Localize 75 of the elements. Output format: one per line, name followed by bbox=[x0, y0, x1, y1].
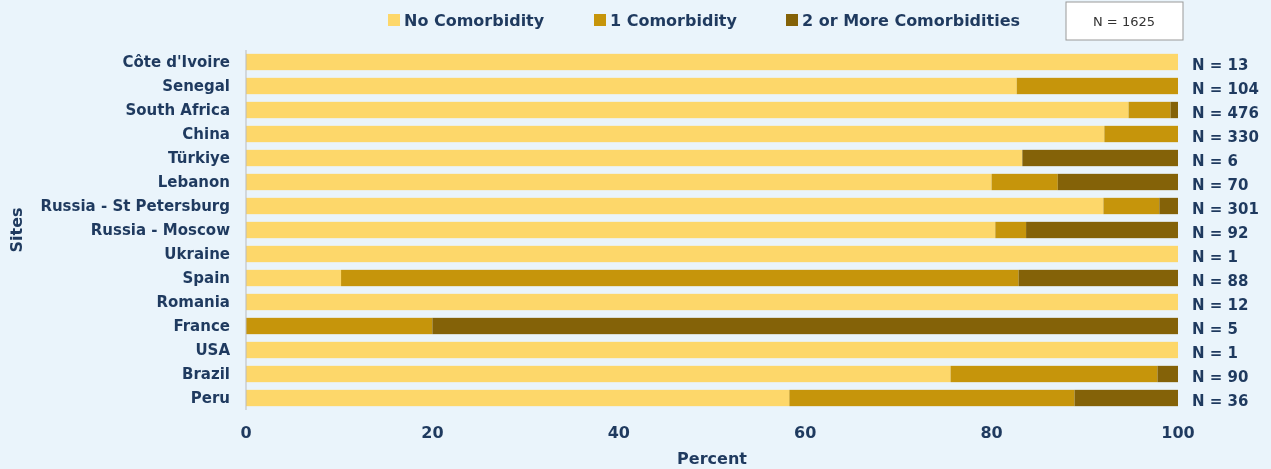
x-axis-title: Percent bbox=[677, 449, 748, 468]
bar bbox=[1026, 221, 1178, 239]
text: N = 1 bbox=[1192, 344, 1239, 362]
y-tick-label: USA bbox=[195, 341, 231, 359]
y-tick-label: Côte d'Ivoire bbox=[122, 53, 230, 71]
bar bbox=[1057, 173, 1178, 191]
x-tick-label: 100 bbox=[1161, 423, 1195, 442]
bar bbox=[246, 293, 1178, 311]
legend-label: 1 Comorbidity bbox=[610, 11, 738, 30]
y-tick-label: Senegal bbox=[162, 77, 230, 95]
bar bbox=[1074, 389, 1178, 407]
text: N = 6 bbox=[1192, 152, 1239, 170]
bar bbox=[991, 173, 1058, 191]
bar bbox=[246, 173, 992, 191]
y-tick-label: Ukraine bbox=[164, 245, 230, 263]
bar bbox=[246, 317, 433, 335]
y-tick-label: Russia - Moscow bbox=[90, 221, 231, 239]
bar bbox=[789, 389, 1075, 407]
bar bbox=[246, 269, 342, 287]
bar bbox=[246, 77, 1017, 95]
x-tick-label: 0 bbox=[240, 423, 252, 442]
text: N = 1625 bbox=[1093, 14, 1155, 29]
text: N = 301 bbox=[1192, 200, 1259, 218]
bar bbox=[950, 365, 1158, 383]
bar bbox=[246, 101, 1129, 119]
y-tick-label: Türkiye bbox=[168, 149, 230, 167]
bar bbox=[1018, 269, 1178, 287]
bar bbox=[341, 269, 1019, 287]
bar bbox=[1159, 197, 1178, 215]
bar bbox=[246, 197, 1104, 215]
bar bbox=[432, 317, 1178, 335]
bar bbox=[1022, 149, 1178, 167]
bar bbox=[1103, 197, 1160, 215]
y-tick-label: Russia - St Petersburg bbox=[40, 197, 230, 215]
text: N = 90 bbox=[1192, 368, 1249, 386]
text: N = 12 bbox=[1192, 296, 1249, 314]
text: N = 36 bbox=[1192, 392, 1249, 410]
bar bbox=[1128, 101, 1171, 119]
x-tick-label: 40 bbox=[607, 423, 630, 442]
bar bbox=[1170, 101, 1178, 119]
bar bbox=[1016, 77, 1178, 95]
bar bbox=[246, 341, 1178, 359]
text: N = 70 bbox=[1192, 176, 1249, 194]
y-tick-label: France bbox=[173, 317, 230, 335]
y-tick-label: Brazil bbox=[182, 365, 230, 383]
bar bbox=[246, 365, 951, 383]
bar bbox=[246, 53, 1178, 71]
bar bbox=[995, 221, 1027, 239]
legend-label: No Comorbidity bbox=[404, 11, 545, 30]
bar bbox=[246, 245, 1178, 263]
text: N = 104 bbox=[1192, 80, 1259, 98]
text: N = 88 bbox=[1192, 272, 1249, 290]
x-tick-label: 20 bbox=[421, 423, 444, 442]
text: N = 330 bbox=[1192, 128, 1259, 146]
x-tick-label: 60 bbox=[794, 423, 817, 442]
y-tick-label: China bbox=[182, 125, 230, 143]
x-tick-label: 80 bbox=[980, 423, 1003, 442]
y-tick-label: Spain bbox=[182, 269, 230, 287]
y-tick-label: South Africa bbox=[125, 101, 230, 119]
text: N = 1 bbox=[1192, 248, 1239, 266]
bar bbox=[246, 149, 1023, 167]
text: N = 5 bbox=[1192, 320, 1239, 338]
text: N = 92 bbox=[1192, 224, 1249, 242]
bar bbox=[246, 221, 996, 239]
text: N = 476 bbox=[1192, 104, 1259, 122]
bar bbox=[246, 125, 1105, 143]
y-tick-label: Romania bbox=[156, 293, 230, 311]
text: N = 13 bbox=[1192, 56, 1249, 74]
bar bbox=[246, 389, 790, 407]
bar bbox=[1104, 125, 1178, 143]
y-axis-title: Sites bbox=[7, 207, 26, 253]
y-tick-label: Lebanon bbox=[157, 173, 230, 191]
y-tick-label: Peru bbox=[190, 389, 230, 407]
legend-label: 2 or More Comorbidities bbox=[802, 11, 1021, 30]
bar bbox=[1157, 365, 1178, 383]
